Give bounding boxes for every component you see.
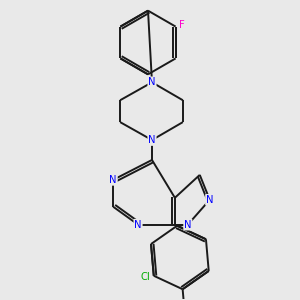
Text: Cl: Cl (140, 272, 150, 282)
Text: F: F (179, 20, 185, 30)
Text: N: N (184, 220, 192, 230)
Text: N: N (110, 175, 117, 185)
Text: N: N (148, 135, 156, 145)
Text: N: N (206, 195, 214, 205)
Text: N: N (134, 220, 142, 230)
Text: N: N (148, 77, 156, 87)
